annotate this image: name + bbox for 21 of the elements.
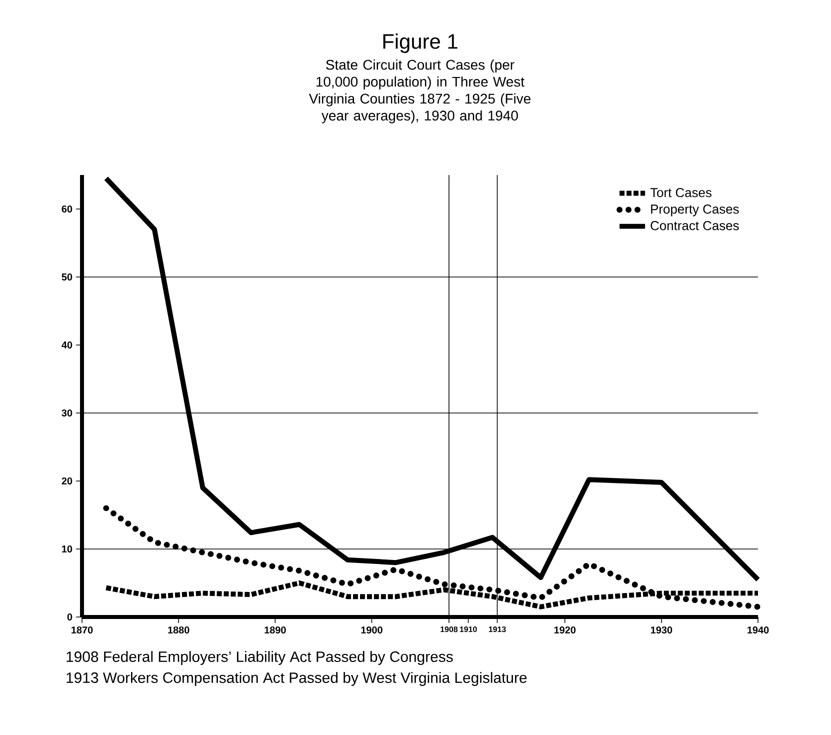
y-tick-label: 0 xyxy=(67,613,72,621)
y-tick-label: 60 xyxy=(62,205,72,213)
chart-title: Figure 1 xyxy=(383,34,458,54)
x-tick-label: 1900 xyxy=(361,626,382,634)
y-tick-label: 20 xyxy=(62,477,72,485)
x-tick-label: 1940 xyxy=(748,626,769,634)
x-tick-label: 1930 xyxy=(650,626,672,634)
y-tick-label: 40 xyxy=(62,341,72,349)
x-tick-label: 1880 xyxy=(168,626,190,634)
x-tick-label: 1890 xyxy=(264,626,286,634)
chart-subtitle: State Circuit Court Cases (per 10,000 population) in Three West Virginia Counties 1872 - 1925 (Five year averages), 1930 and 1940 xyxy=(308,60,530,124)
legend-label: Property Cases xyxy=(651,204,739,216)
legend-label: Tort Cases xyxy=(650,188,712,198)
text: 1913 Workers Compensation Act Passed by West Virginia Legislature xyxy=(66,672,527,686)
x-tick-label: 1870 xyxy=(72,626,93,634)
text: 1908 Federal Employers’ Liability Act Passed by Congress xyxy=(66,651,453,665)
legend-label: Contract Cases xyxy=(650,221,739,230)
y-tick-label: 30 xyxy=(62,409,72,417)
y-tick-label: 10 xyxy=(62,545,72,553)
x-tick-label: 1920 xyxy=(554,626,576,634)
y-tick-label: 50 xyxy=(62,273,72,281)
